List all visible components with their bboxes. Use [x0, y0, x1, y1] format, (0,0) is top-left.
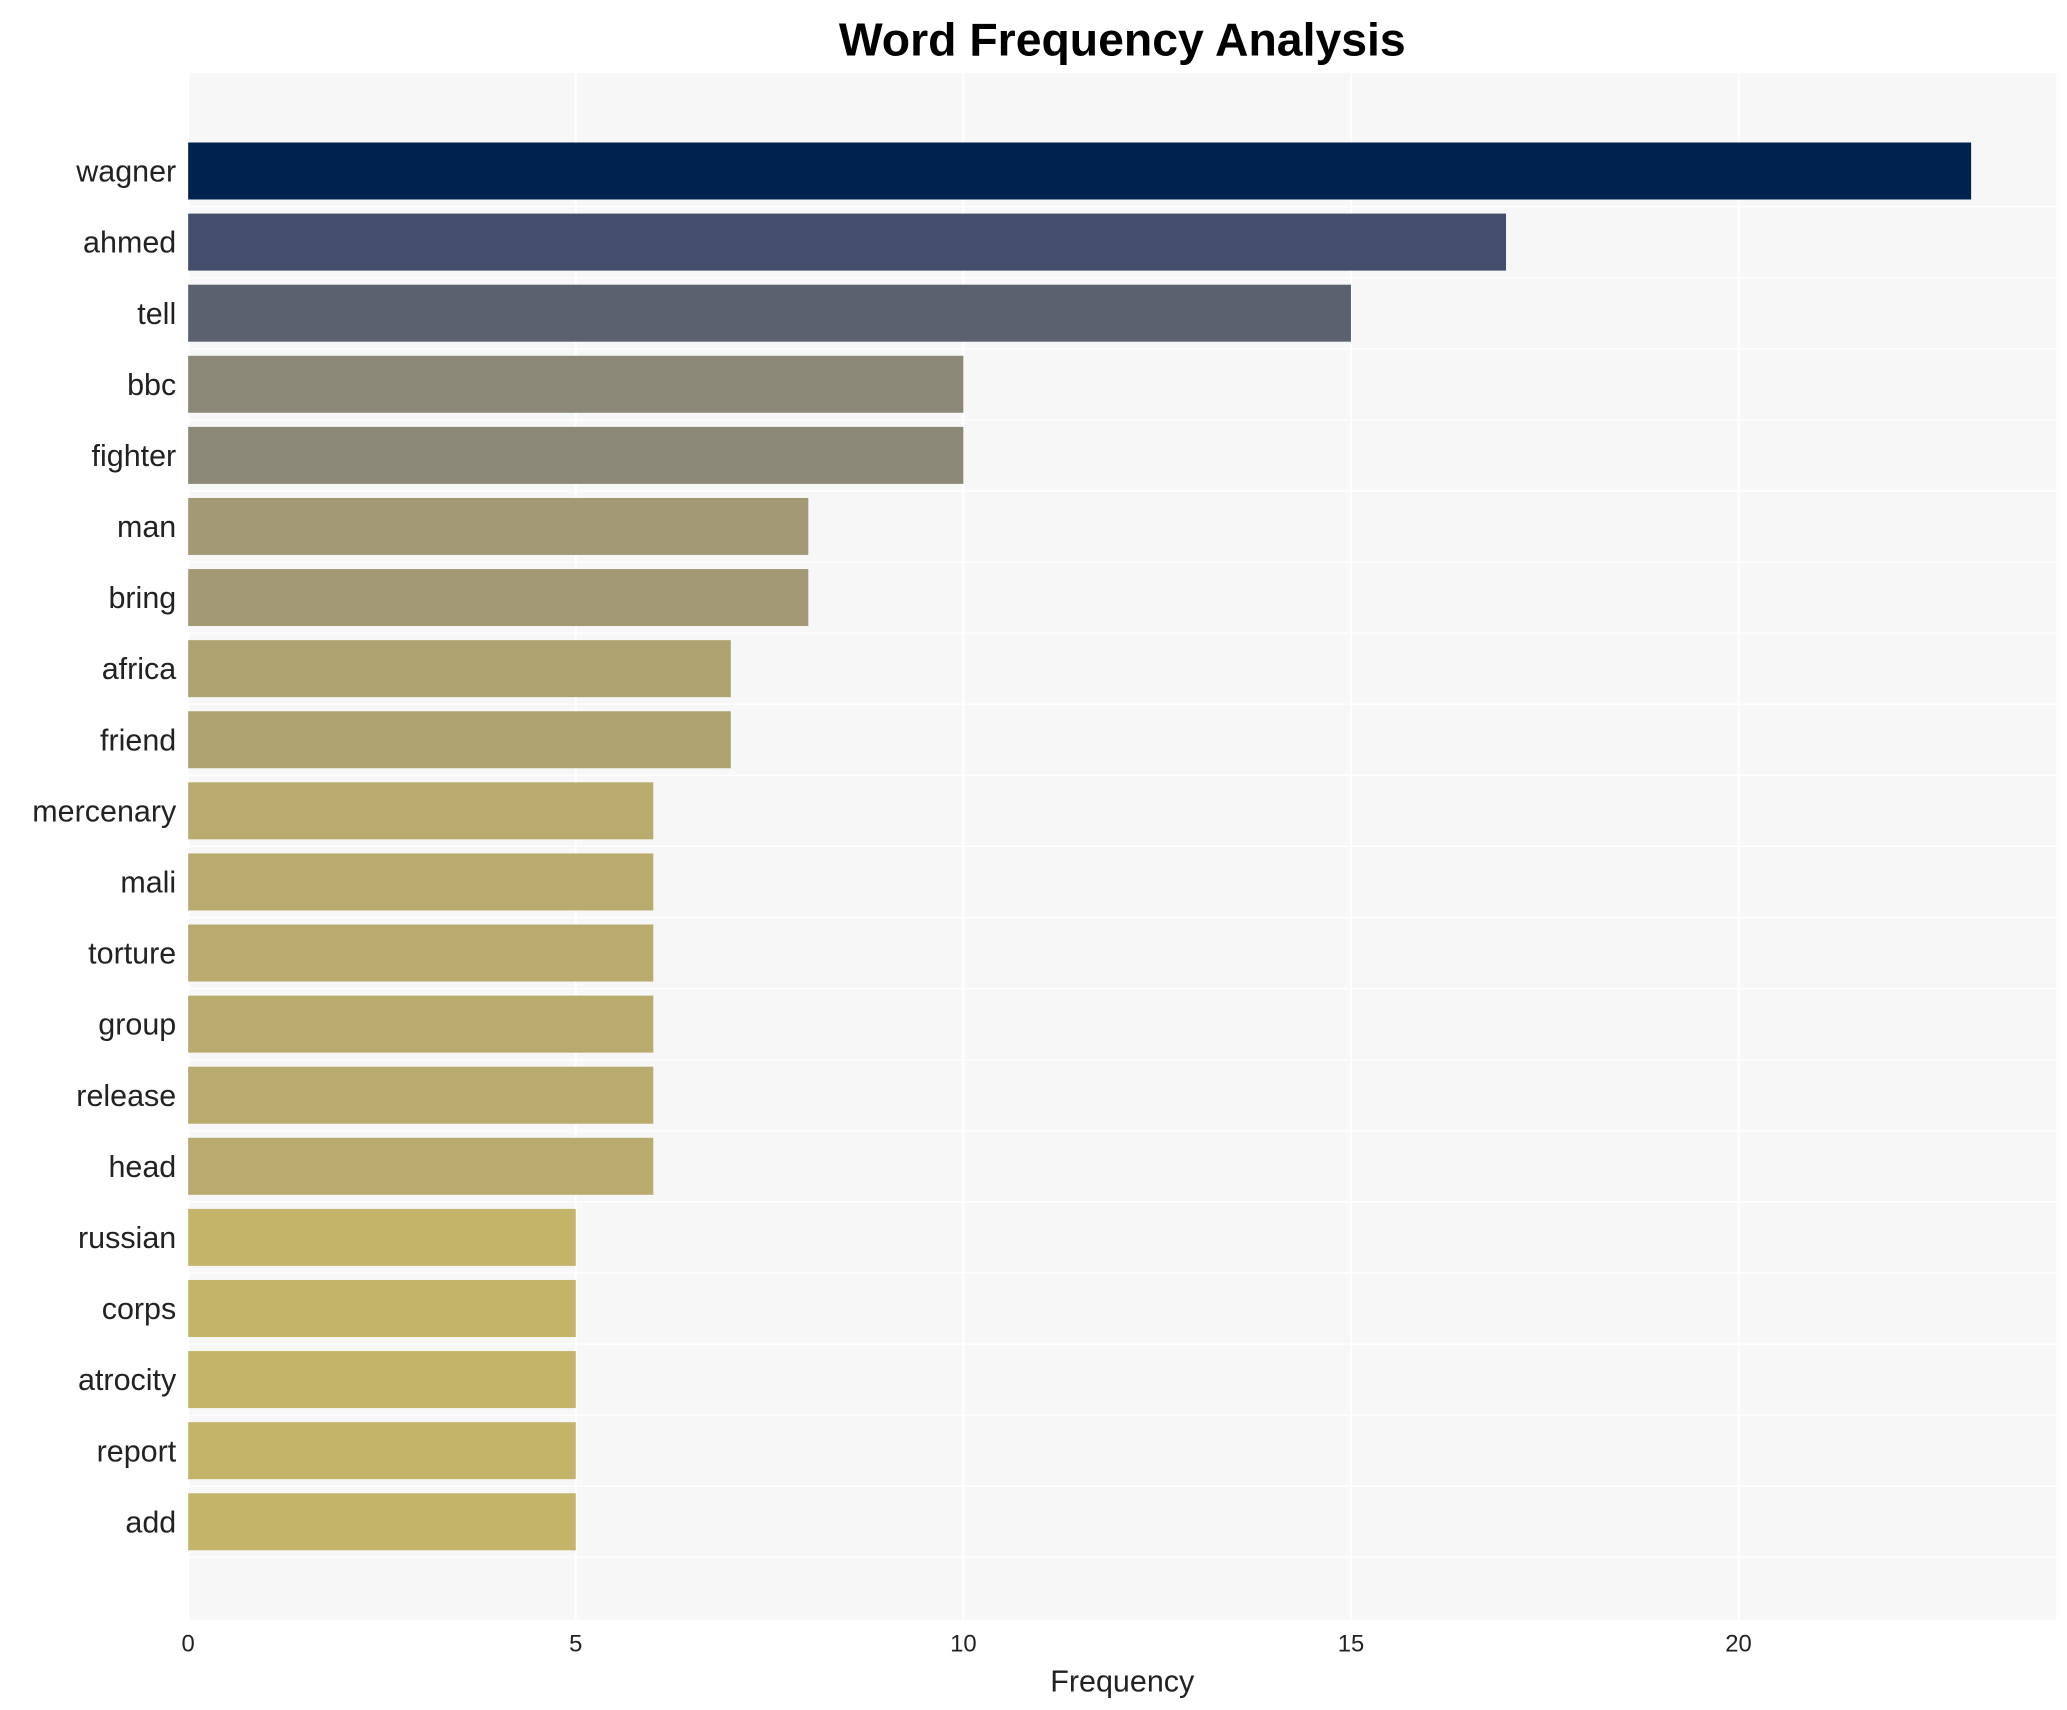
y-tick-label: ahmed: [83, 226, 176, 260]
bar-torture: [188, 924, 654, 982]
x-tick-label: 5: [569, 1631, 582, 1658]
y-tick-label: mercenary: [32, 794, 177, 828]
bar-friend: [188, 711, 731, 769]
bars: [188, 142, 1972, 1551]
bar-release: [188, 1066, 654, 1124]
bar-mali: [188, 853, 654, 911]
y-tick-label: report: [97, 1434, 177, 1468]
x-tick-label: 10: [950, 1631, 977, 1658]
y-tick-label: mali: [120, 866, 176, 900]
bar-wagner: [188, 142, 1972, 200]
bar-group: [188, 995, 654, 1053]
bar-atrocity: [188, 1351, 576, 1409]
bar-fighter: [188, 426, 964, 484]
bar-bbc: [188, 355, 964, 413]
y-tick-label: corps: [102, 1292, 176, 1326]
y-tick-label: group: [98, 1008, 176, 1042]
y-tick-labels: wagner ahmed tell bbc fighter man bring africa f…: [32, 155, 177, 1540]
y-tick-label: tell: [137, 297, 176, 331]
x-tick-label: 20: [1725, 1631, 1752, 1658]
bar-russian: [188, 1208, 576, 1266]
bar-ahmed: [188, 213, 1507, 271]
x-tick-label: 15: [1338, 1631, 1365, 1658]
bar-head: [188, 1137, 654, 1195]
bar-man: [188, 497, 809, 555]
y-tick-label: wagner: [75, 155, 176, 189]
chart-title: Word Frequency Analysis: [839, 14, 1406, 66]
x-tick-label: 0: [182, 1631, 195, 1658]
y-tick-label: torture: [88, 937, 176, 971]
y-tick-label: fighter: [92, 439, 177, 473]
y-tick-label: release: [76, 1079, 176, 1113]
y-tick-label: man: [117, 510, 176, 544]
x-axis-label: Frequency: [1050, 1664, 1195, 1698]
y-tick-label: friend: [100, 723, 176, 757]
y-tick-label: bring: [108, 581, 176, 615]
y-tick-label: bbc: [127, 368, 176, 402]
bar-report: [188, 1422, 576, 1480]
bar-tell: [188, 284, 1351, 342]
bar-bring: [188, 569, 809, 627]
y-tick-label: africa: [102, 652, 177, 686]
bar-corps: [188, 1279, 576, 1337]
bar-add: [188, 1493, 576, 1551]
bar-mercenary: [188, 782, 654, 840]
bar-africa: [188, 640, 731, 698]
y-tick-label: add: [125, 1505, 176, 1539]
y-tick-label: atrocity: [78, 1363, 177, 1397]
y-tick-label: russian: [78, 1221, 176, 1255]
y-tick-label: head: [108, 1150, 176, 1184]
x-tick-labels: 0 5 10 15 20: [182, 1631, 1752, 1658]
